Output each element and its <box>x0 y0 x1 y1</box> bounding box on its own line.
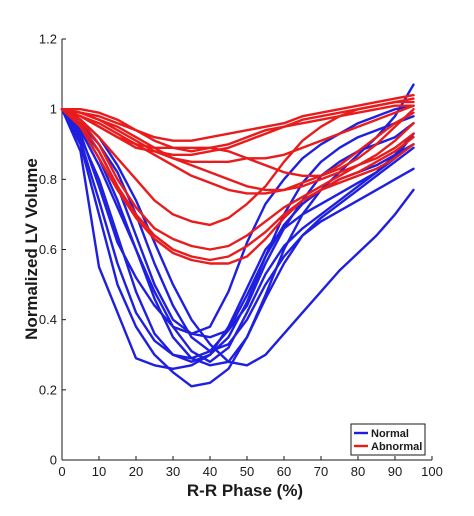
y-tick-label: 0.6 <box>39 242 57 257</box>
x-tick-label: 60 <box>277 464 291 479</box>
legend-box <box>350 423 426 456</box>
x-tick-label: 30 <box>166 464 180 479</box>
legend-label-normal: Normal <box>371 428 409 440</box>
abnormal-series-line <box>60 100 415 227</box>
x-tick-label: 100 <box>421 464 443 479</box>
abnormal-series-line <box>60 104 415 153</box>
normal-series-line <box>60 83 415 367</box>
normal-series-line <box>60 107 415 353</box>
y-tick-label: 0 <box>50 453 57 468</box>
x-axis-title: R-R Phase (%) <box>187 481 303 500</box>
normal-series-line <box>60 107 415 370</box>
x-tick-label: 80 <box>351 464 365 479</box>
legend-label-abnormal: Abnormal <box>371 441 422 453</box>
abnormal-series-line <box>60 104 415 164</box>
normal-series-line <box>60 107 415 367</box>
y-axis-title: Normalized LV Volume <box>22 158 41 340</box>
abnormal-series-line <box>60 93 415 142</box>
x-tick-label: 0 <box>58 464 65 479</box>
x-tick-label: 50 <box>240 464 254 479</box>
normal-series-line <box>60 107 415 363</box>
y-tick-label: 0.8 <box>39 172 57 187</box>
x-tick-label: 40 <box>203 464 217 479</box>
y-tick-label: 0.4 <box>39 312 57 327</box>
x-tick-label: 70 <box>314 464 328 479</box>
y-tick-label: 1.2 <box>39 32 57 47</box>
x-axis: 0 10 20 30 40 50 60 70 80 90 100 <box>58 456 443 479</box>
x-tick-label: 20 <box>129 464 143 479</box>
abnormal-series-line <box>60 107 415 192</box>
abnormal-series-line <box>60 107 415 262</box>
normal-series-line <box>60 107 415 388</box>
abnormal-series-line <box>60 107 415 265</box>
plot-lines <box>60 83 415 388</box>
x-tick-label: 10 <box>92 464 106 479</box>
y-tick-label: 1 <box>50 102 57 117</box>
abnormal-series-line <box>60 107 415 178</box>
abnormal-series-line <box>60 107 415 195</box>
y-tick-label: 0.2 <box>39 382 57 397</box>
x-tick-label: 90 <box>388 464 402 479</box>
